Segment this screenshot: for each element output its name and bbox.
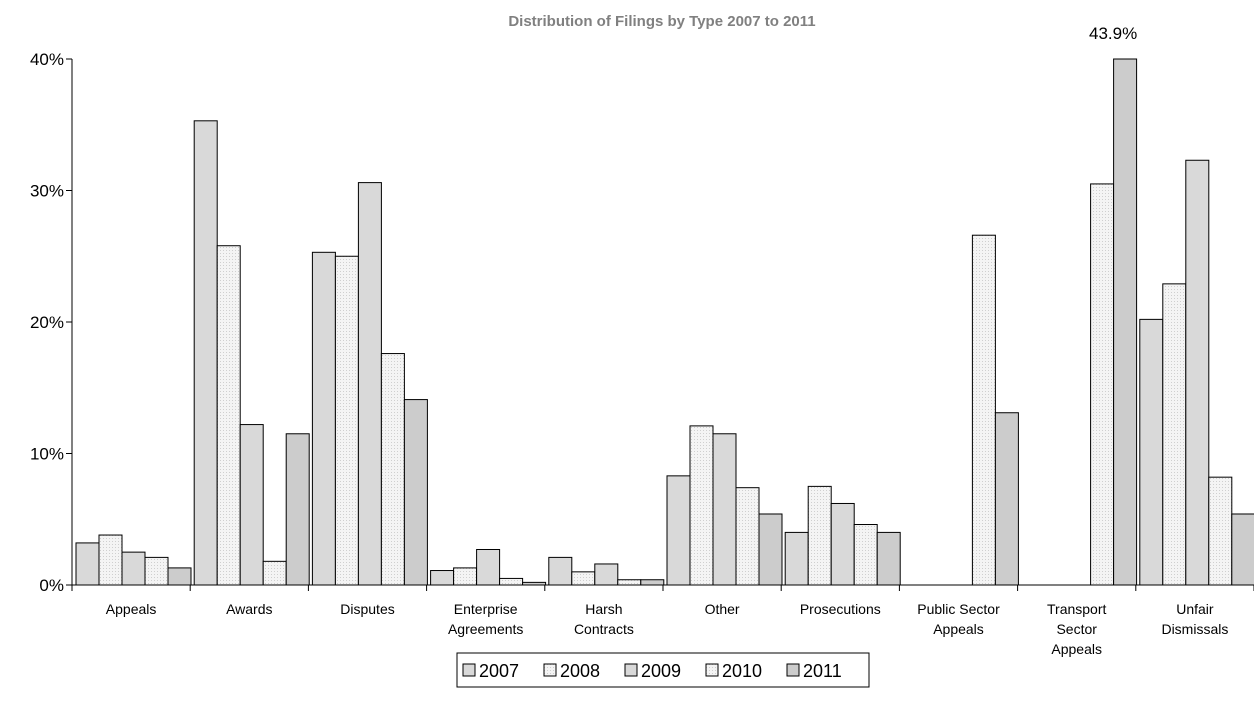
bar-prosecutions-2010 [853, 524, 878, 586]
bar-other-2010 [735, 487, 760, 586]
legend-swatch-2009 [624, 663, 638, 677]
x-tick-label-unfair-dismissals: Unfair Dismissals [1161, 601, 1228, 637]
annotations-group: 43.9% [1089, 24, 1137, 43]
y-tick-label: 0% [39, 576, 64, 595]
bar-unfair-dismissals-2009 [1185, 159, 1210, 586]
bar-prosecutions-2007 [784, 531, 809, 586]
legend-box [456, 652, 870, 688]
legend-label-2010: 2010 [722, 661, 762, 681]
bar-prosecutions-2011 [876, 531, 901, 586]
axes-group [66, 58, 1254, 591]
bar-appeals-2010 [144, 556, 169, 586]
legend-swatch-2007 [462, 663, 476, 677]
bar-disputes-2008 [334, 255, 359, 586]
bar-harsh-contracts-2007 [548, 556, 573, 586]
bar-public-sector-appeals-2011 [994, 412, 1019, 586]
bar-awards-2007 [193, 120, 218, 586]
y-tick-label: 10% [30, 445, 64, 464]
legend-swatch-2011 [786, 663, 800, 677]
bar-appeals-2007 [75, 542, 100, 586]
bar-appeals-2009 [121, 551, 146, 586]
bar-prosecutions-2009 [830, 502, 855, 586]
legend-swatch-2008 [543, 663, 557, 677]
x-tick-label-harsh-contracts: Harsh Contracts [574, 601, 634, 637]
bars-group [75, 58, 1254, 586]
legend-label-2009: 2009 [641, 661, 681, 681]
bar-public-sector-appeals-2010 [971, 234, 996, 586]
bar-prosecutions-2008 [807, 485, 832, 586]
bar-disputes-2010 [380, 353, 405, 586]
legend-label-2007: 2007 [479, 661, 519, 681]
bar-appeals-2011 [167, 567, 192, 586]
bar-awards-2009 [239, 424, 264, 586]
x-tick-labels: Appeals Awards Disputes Enterprise Agreement… [106, 601, 1229, 657]
bar-other-2007 [666, 475, 691, 586]
legend: 2007 2008 2009 2010 2011 [456, 652, 870, 688]
bar-appeals-2008 [98, 534, 123, 586]
bar-awards-2008 [216, 245, 241, 586]
x-tick-label-awards: Awards [226, 601, 272, 617]
y-tick-label: 40% [30, 50, 64, 69]
x-tick-label-appeals: Appeals [106, 601, 157, 617]
bar-disputes-2011 [403, 399, 428, 586]
bar-unfair-dismissals-2010 [1208, 476, 1233, 586]
legend-label-2011: 2011 [803, 661, 842, 681]
legend-label-2008: 2008 [560, 661, 600, 681]
legend-swatch-2010 [705, 663, 719, 677]
bar-harsh-contracts-2008 [571, 571, 596, 586]
bar-harsh-contracts-2011 [640, 579, 665, 586]
x-tick-label-enterprise-agreements: Enterprise Agreements [448, 601, 523, 637]
bar-transport-sector-appeals-2011 [1113, 58, 1138, 586]
bar-unfair-dismissals-2007 [1139, 318, 1164, 586]
y-tick-label: 30% [30, 182, 64, 201]
bar-enterprise-agreements-2010 [499, 577, 524, 586]
bar-harsh-contracts-2009 [594, 563, 619, 586]
bar-unfair-dismissals-2011 [1231, 513, 1254, 586]
bar-other-2009 [712, 433, 737, 586]
x-tick-label-disputes: Disputes [340, 601, 394, 617]
bar-disputes-2007 [311, 251, 336, 586]
bar-enterprise-agreements-2009 [476, 548, 501, 586]
x-tick-label-public-sector-appeals: Public Sector Appeals [917, 601, 1000, 637]
bar-disputes-2009 [357, 182, 382, 586]
chart-title: Distribution of Filings by Type 2007 to … [508, 13, 815, 30]
bar-enterprise-agreements-2008 [453, 567, 478, 586]
bar-other-2008 [689, 425, 714, 586]
bar-harsh-contracts-2010 [617, 579, 642, 586]
y-tick-labels: 0% 10% 20% 30% 40% [30, 50, 64, 595]
bar-awards-2011 [285, 433, 310, 586]
data-label-transport-sector-appeals-2011: 43.9% [1089, 24, 1137, 43]
y-tick-label: 20% [30, 313, 64, 332]
x-tick-label-transport-sector-appeals: Transport Sector Appeals [1047, 601, 1107, 657]
x-tick-label-prosecutions: Prosecutions [800, 601, 881, 617]
x-tick-label-other: Other [705, 601, 740, 617]
bar-awards-2010 [262, 560, 287, 586]
bar-other-2011 [758, 513, 783, 586]
bar-unfair-dismissals-2008 [1162, 283, 1187, 586]
bar-enterprise-agreements-2007 [430, 570, 455, 586]
bar-transport-sector-appeals-2010 [1090, 183, 1115, 586]
